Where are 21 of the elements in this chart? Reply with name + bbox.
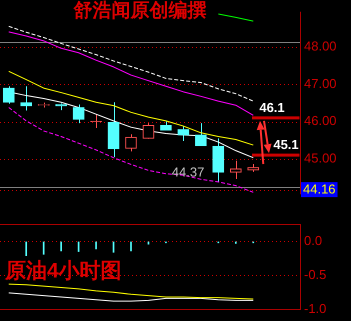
ref-line-label: 46.1 [259, 100, 285, 115]
y-tick-label: -0.5 [304, 266, 326, 282]
annotation: 原油4小时图 [4, 260, 122, 283]
y-tick-label: 47.00 [304, 76, 337, 91]
y-tick-label: 0.0 [304, 233, 322, 248]
y-tick-label: -1.0 [304, 300, 326, 316]
candlestick [160, 121, 172, 131]
y-tick-label: 46.00 [304, 113, 337, 128]
candlestick [90, 114, 102, 128]
candlestick [20, 86, 32, 111]
ref-line-label: 45.1 [273, 137, 299, 152]
ref-line-label: 44.16 [303, 182, 336, 197]
line-series [8, 106, 254, 193]
chart-title: 舒浩闻原创编撰 [72, 0, 206, 22]
line-series [8, 26, 254, 102]
y-tick-label: 45.00 [304, 150, 337, 166]
y-tick-label: 48.00 [304, 38, 337, 54]
candlestick [230, 160, 242, 180]
candlestick [212, 138, 224, 183]
candlestick [108, 102, 120, 158]
annotation: 44.37 [172, 164, 204, 180]
